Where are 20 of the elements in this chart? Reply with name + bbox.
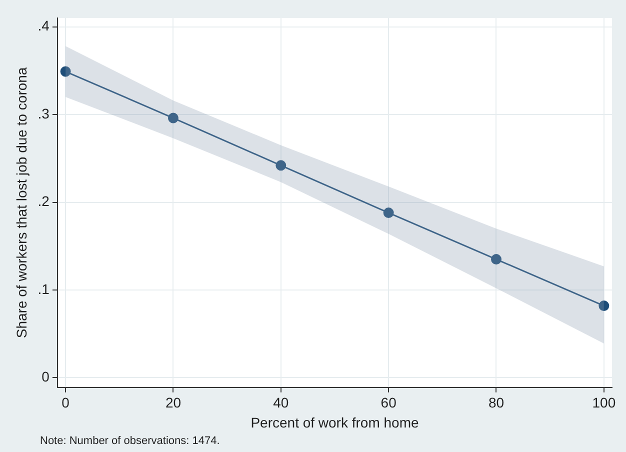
x-tick-label: 80 <box>488 394 504 411</box>
x-tick-label: 0 <box>62 394 70 411</box>
x-tick-label: 60 <box>380 394 397 411</box>
point <box>276 160 286 171</box>
y-tick-label: .4 <box>38 18 50 34</box>
text: Note: Number of observations: 1474. <box>40 435 220 447</box>
point <box>491 254 502 265</box>
y-tick-label: .1 <box>38 280 50 297</box>
point <box>383 208 394 218</box>
x-tick-label: 20 <box>165 394 182 411</box>
x-tick-label: 40 <box>273 394 289 411</box>
y-axis-title: Share of workers that lost job due to corona <box>13 67 30 338</box>
x-axis-title: Percent of work from home <box>250 414 419 430</box>
y-tick-label: .3 <box>38 105 50 122</box>
x-tick-label: 100 <box>592 394 616 411</box>
point <box>60 66 71 77</box>
point <box>598 300 610 312</box>
y-tick-label: 0 <box>42 368 50 385</box>
point <box>168 112 178 124</box>
y-tick-label: .2 <box>38 193 50 210</box>
